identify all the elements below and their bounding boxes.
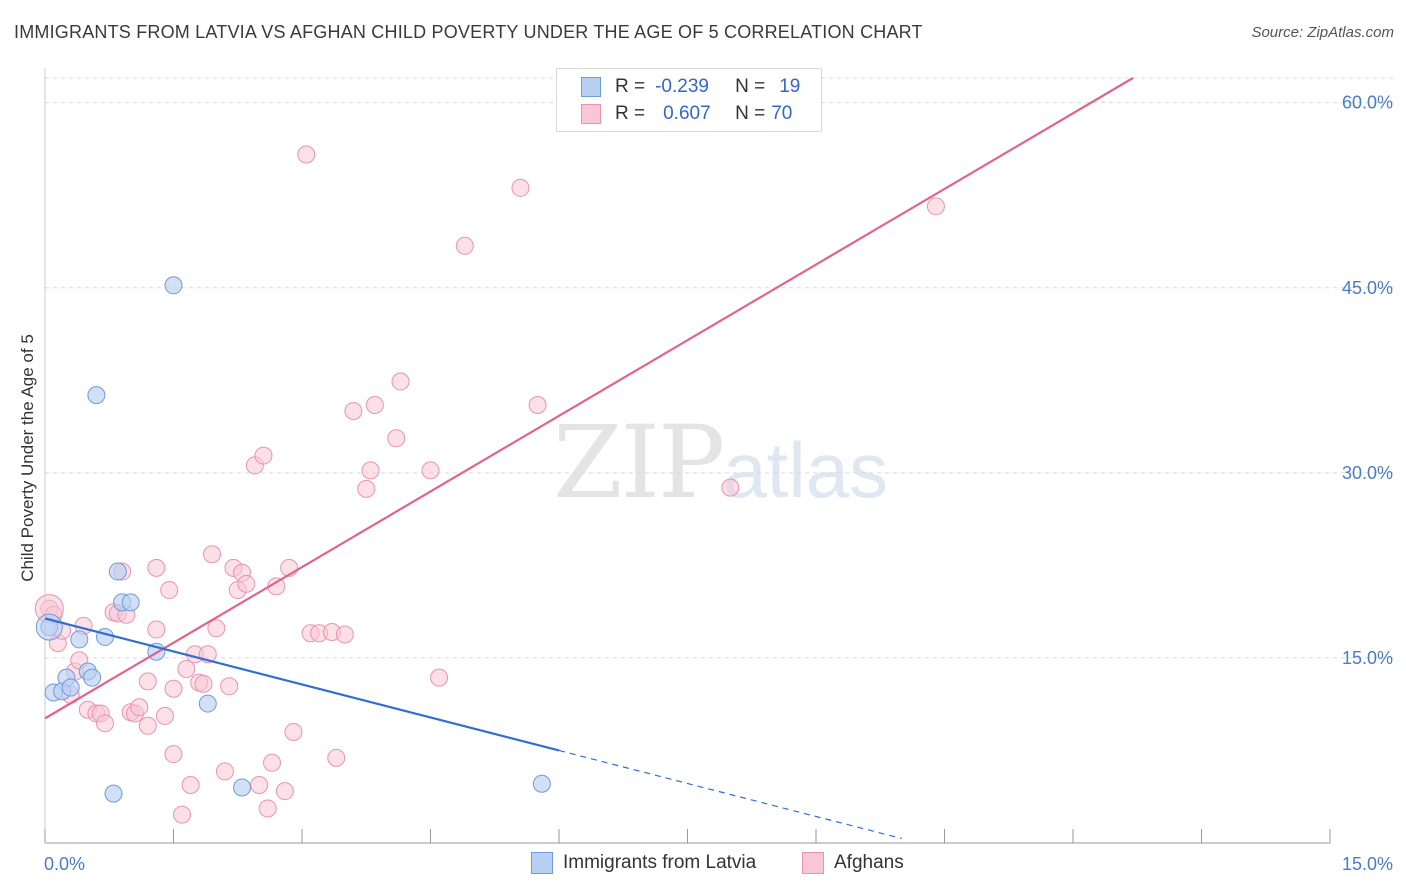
afghan-point: [335, 625, 354, 644]
afghan-point: [95, 714, 114, 733]
afghan-legend-label: Afghans: [834, 852, 904, 873]
latvia-point: [104, 784, 123, 803]
afghan-point: [237, 574, 256, 593]
afghan-legend-swatch: [802, 852, 824, 874]
afghan-point: [365, 395, 384, 414]
afghan-point: [155, 706, 174, 725]
afghan-point: [327, 748, 346, 767]
afghan-point: [173, 805, 192, 824]
latvia-r-label: R =: [615, 76, 646, 97]
legend-item-afghans[interactable]: Afghans: [802, 852, 904, 874]
afghan-point: [344, 402, 363, 421]
chart-title: IMMIGRANTS FROM LATVIA VS AFGHAN CHILD P…: [14, 22, 923, 42]
latvia-legend-label: Immigrants from Latvia: [563, 852, 757, 873]
x-tick-label-min: 0.0%: [44, 854, 85, 874]
source-credit: Source: ZipAtlas.com: [1251, 24, 1394, 41]
latvia-trend-extension: [558, 749, 902, 840]
latvia-point: [108, 562, 127, 581]
trend-lines: [44, 77, 1134, 840]
afghan-points: [34, 145, 945, 824]
x-tick-label-max: 15.0%: [1342, 854, 1393, 874]
latvia-point: [87, 386, 106, 405]
latvia-point: [70, 630, 89, 649]
correlation-legend: R = -0.239 N = 19 R = 0.607 N = 70: [556, 68, 822, 132]
afghan-point: [138, 672, 157, 691]
latvia-point: [95, 627, 114, 646]
afghan-point: [511, 178, 530, 197]
afghan-r-label: R =: [615, 103, 646, 124]
afghan-point: [207, 619, 226, 638]
afghan-point: [164, 679, 183, 698]
afghan-point: [275, 782, 294, 801]
afghan-point: [284, 722, 303, 741]
y-tick-label: 60.0%: [1342, 93, 1393, 113]
latvia-point: [198, 694, 217, 713]
axis-labels: 15.0% 30.0% 45.0% 60.0% 0.0% 15.0% Child Pover…: [18, 93, 1393, 874]
latvia-point: [233, 778, 252, 797]
watermark-atlas: atlas: [723, 426, 889, 514]
afghan-n-value: 70: [771, 103, 793, 124]
afghan-n-label: N =: [735, 103, 766, 124]
afghan-point: [297, 145, 316, 164]
afghan-point: [455, 236, 474, 255]
latvia-swatch: [581, 77, 601, 97]
y-axis-label: Child Poverty Under the Age of 5: [18, 334, 37, 582]
afghan-point: [263, 753, 282, 772]
latvia-point: [532, 774, 551, 793]
afghan-point: [926, 197, 945, 216]
latvia-r-value: -0.239: [655, 76, 709, 97]
afghan-point: [130, 698, 149, 717]
latvia-n-label: N =: [735, 76, 766, 97]
y-tick-label: 15.0%: [1342, 648, 1393, 668]
afghan-r-value: 0.607: [663, 103, 711, 124]
afghan-point: [250, 776, 269, 795]
afghan-point: [721, 478, 740, 497]
afghan-point: [164, 745, 183, 764]
latvia-n-value: 19: [779, 76, 801, 97]
series-legend: Immigrants from Latvia Afghans: [0, 852, 1406, 878]
afghan-point: [194, 674, 213, 693]
legend-item-latvia[interactable]: Immigrants from Latvia: [531, 852, 756, 874]
axes: [44, 68, 1331, 844]
latvia-points: [35, 276, 551, 803]
afghan-swatch: [581, 104, 601, 124]
zipatlas-watermark: ZIPatlas: [553, 404, 888, 521]
afghan-point: [181, 776, 200, 795]
afghan-point: [138, 716, 157, 735]
afghan-point: [215, 762, 234, 781]
watermark-zip: ZIP: [553, 404, 725, 521]
afghan-point: [203, 545, 222, 564]
afghan-point: [391, 372, 410, 391]
afghan-point: [361, 461, 380, 480]
afghan-point: [160, 581, 179, 600]
afghan-point: [357, 479, 376, 498]
latvia-trend-line: [44, 617, 560, 752]
latvia-point-large: [35, 613, 63, 641]
afghan-point: [258, 799, 277, 818]
afghan-point: [147, 620, 166, 639]
afghan-point: [147, 558, 166, 577]
afghan-point: [220, 677, 239, 696]
latvia-point: [164, 276, 183, 295]
afghan-point: [430, 668, 449, 687]
y-tick-label: 30.0%: [1342, 463, 1393, 483]
afghan-point: [421, 461, 440, 480]
afghan-point: [177, 660, 196, 679]
legend-row-afghans: R = 0.607 N = 70: [581, 102, 792, 126]
latvia-point: [83, 668, 102, 687]
latvia-point: [61, 678, 80, 697]
latvia-legend-swatch: [531, 852, 553, 874]
afghan-point: [528, 395, 547, 414]
legend-row-latvia: R = -0.239 N = 19: [581, 75, 800, 99]
afghan-trend-line: [44, 77, 1134, 720]
afghan-point: [387, 429, 406, 448]
latvia-point: [121, 593, 140, 612]
afghan-point: [254, 446, 273, 465]
y-tick-label: 45.0%: [1342, 278, 1393, 298]
